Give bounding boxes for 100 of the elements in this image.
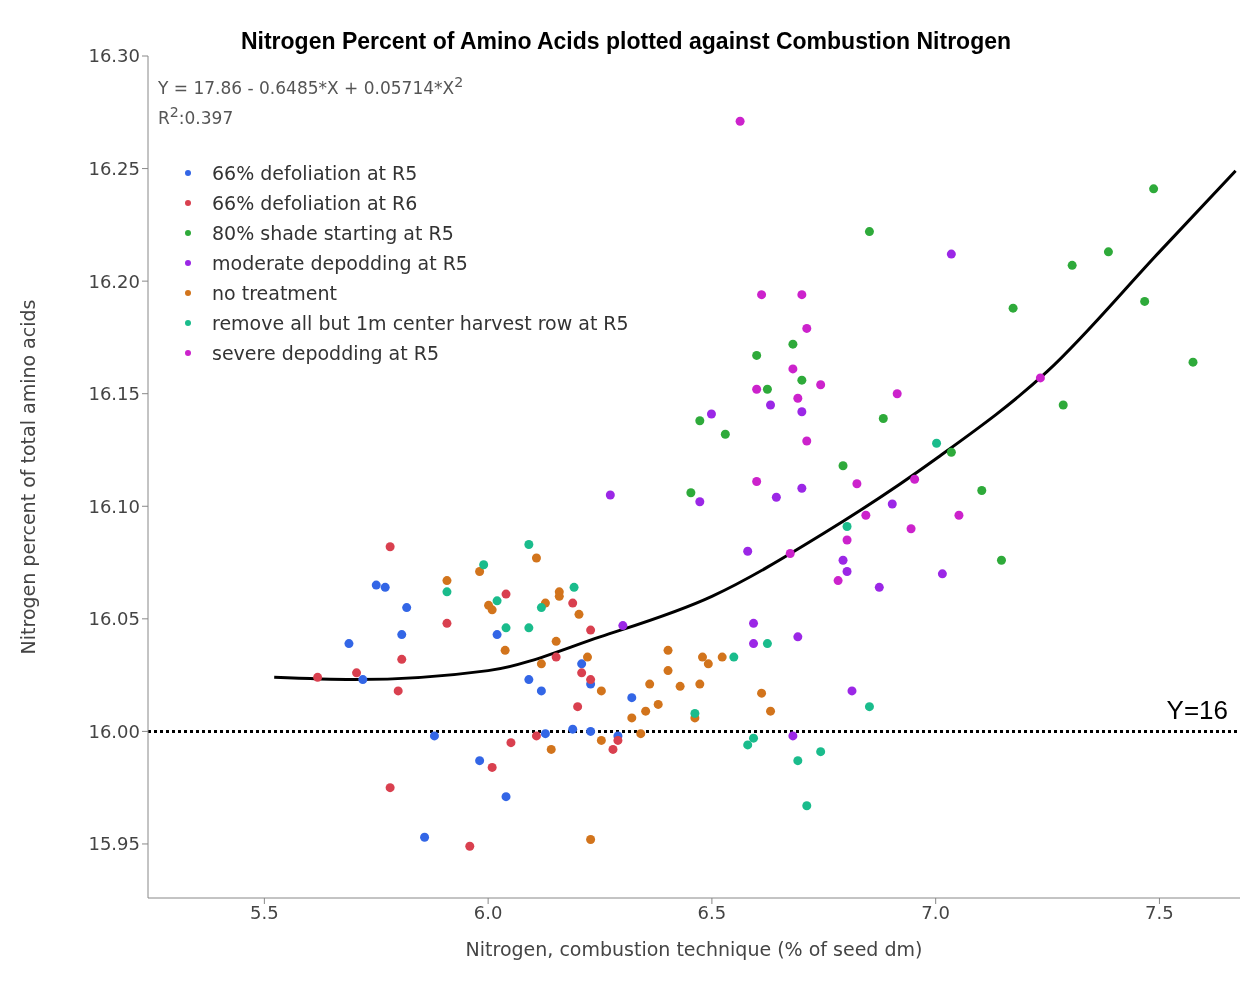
point bbox=[752, 350, 762, 360]
point bbox=[816, 747, 826, 757]
point bbox=[1103, 247, 1113, 257]
point bbox=[352, 668, 362, 678]
point bbox=[531, 731, 541, 741]
point bbox=[608, 744, 618, 754]
point bbox=[536, 686, 546, 696]
point bbox=[864, 227, 874, 237]
point bbox=[771, 492, 781, 502]
point bbox=[793, 393, 803, 403]
point bbox=[313, 672, 323, 682]
point bbox=[1188, 357, 1198, 367]
point bbox=[864, 702, 874, 712]
point bbox=[605, 490, 615, 500]
point bbox=[932, 438, 942, 448]
point bbox=[735, 116, 745, 126]
point bbox=[524, 623, 534, 633]
point bbox=[582, 652, 592, 662]
point bbox=[569, 582, 579, 592]
point bbox=[717, 652, 727, 662]
point bbox=[613, 735, 623, 745]
point bbox=[802, 436, 812, 446]
point bbox=[420, 832, 430, 842]
point bbox=[706, 409, 716, 419]
point bbox=[842, 522, 852, 532]
point bbox=[358, 675, 368, 685]
point bbox=[577, 659, 587, 669]
x-tick-label: 6.5 bbox=[697, 901, 727, 923]
point bbox=[475, 756, 485, 766]
point bbox=[752, 477, 762, 486]
chart-title: Nitrogen Percent of Amino Acids plotted against Combustion Nitrogen bbox=[240, 28, 1012, 54]
point bbox=[793, 756, 803, 766]
point bbox=[675, 681, 685, 691]
point bbox=[954, 510, 964, 520]
annotation: Y = 17.86 - 0.6485*X + 0.05714*X$^{2}$ bbox=[158, 73, 464, 100]
y-tick-label: 16.05 bbox=[88, 608, 140, 630]
point bbox=[627, 693, 637, 703]
point bbox=[797, 483, 807, 493]
y-axis-title: Nitrogen percent of total amino acids bbox=[16, 299, 39, 655]
legend-label: 66% defoliation at R5 bbox=[212, 162, 418, 184]
legend-label: moderate depodding at R5 bbox=[212, 252, 468, 274]
point bbox=[402, 603, 412, 613]
legend-label: severe depodding at R5 bbox=[212, 342, 440, 364]
y-tick-label: 15.95 bbox=[88, 833, 140, 855]
point bbox=[690, 708, 700, 718]
point bbox=[838, 555, 848, 565]
point bbox=[996, 555, 1006, 565]
point bbox=[1035, 373, 1045, 383]
point bbox=[596, 735, 606, 745]
point bbox=[802, 323, 812, 333]
point bbox=[586, 726, 596, 736]
point bbox=[506, 738, 516, 748]
point bbox=[540, 729, 550, 739]
point bbox=[762, 639, 772, 649]
point bbox=[847, 686, 857, 696]
point bbox=[861, 510, 871, 520]
point bbox=[1067, 260, 1077, 270]
point bbox=[397, 630, 407, 640]
point bbox=[479, 560, 489, 570]
point bbox=[501, 589, 511, 599]
point bbox=[1149, 184, 1159, 194]
point bbox=[524, 540, 534, 550]
point bbox=[757, 688, 767, 698]
point bbox=[729, 652, 739, 662]
point bbox=[536, 659, 546, 669]
point bbox=[429, 731, 439, 741]
point bbox=[797, 290, 807, 300]
point bbox=[492, 630, 502, 640]
point bbox=[838, 461, 848, 471]
x-tick-label: 5.5 bbox=[250, 901, 279, 923]
point bbox=[442, 587, 452, 597]
x-tick-label: 7.0 bbox=[921, 901, 950, 923]
point bbox=[686, 488, 696, 498]
y-tick-label: 16.30 bbox=[88, 45, 140, 67]
point bbox=[551, 636, 561, 646]
point bbox=[788, 731, 798, 741]
point bbox=[397, 654, 407, 664]
point bbox=[596, 686, 606, 696]
point bbox=[785, 549, 795, 559]
point bbox=[749, 733, 759, 743]
point bbox=[492, 596, 502, 606]
y-tick-label: 16.15 bbox=[88, 383, 140, 405]
legend-label: 66% defoliation at R6 bbox=[212, 192, 418, 214]
x-tick-label: 7.5 bbox=[1145, 901, 1174, 923]
y-tick-label: 16.10 bbox=[88, 495, 140, 517]
point bbox=[757, 290, 767, 300]
point bbox=[568, 724, 578, 734]
point bbox=[703, 659, 713, 669]
point bbox=[793, 632, 803, 642]
point bbox=[475, 567, 485, 577]
point bbox=[663, 645, 673, 655]
point bbox=[906, 524, 916, 534]
point bbox=[937, 569, 947, 579]
point bbox=[878, 413, 888, 423]
point bbox=[1140, 296, 1150, 306]
point bbox=[788, 364, 798, 374]
point bbox=[487, 762, 497, 772]
point bbox=[797, 407, 807, 417]
point bbox=[344, 639, 354, 649]
legend-label: no treatment bbox=[212, 282, 338, 304]
